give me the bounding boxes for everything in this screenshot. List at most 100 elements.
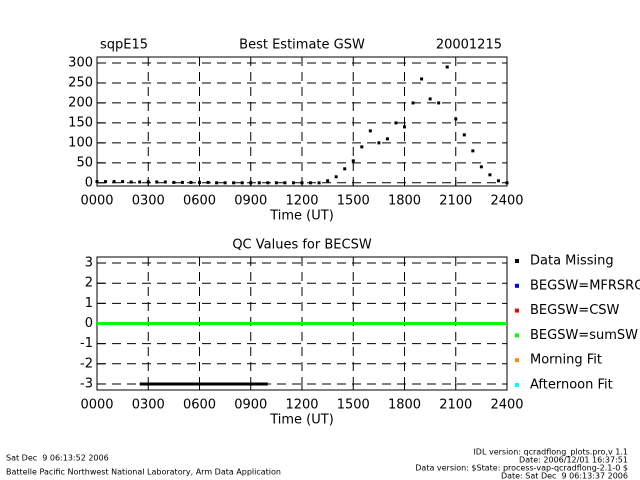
data-point [360, 145, 364, 149]
x-tick-label: 2100 [439, 398, 472, 413]
data-point [121, 180, 125, 184]
data-point [403, 125, 406, 129]
plot-frame [96, 56, 508, 187]
y-tick-label: 0 [85, 175, 93, 190]
y-tick-label: -2 [80, 356, 93, 371]
legend-label: BEGSW=sumSW [530, 328, 638, 343]
legend-marker [515, 259, 519, 263]
legend-label: Afternoon Fit [530, 378, 613, 393]
footer-text: Date: Sat Dec 9 06:13:37 2006 [501, 472, 628, 480]
y-tick-label: 250 [68, 75, 93, 90]
x-tick-label: 2400 [490, 398, 523, 413]
y-tick-label: -1 [80, 336, 93, 351]
data-point [343, 167, 347, 171]
x-tick-label: 0000 [80, 194, 113, 209]
x-tick-label: 0900 [234, 194, 267, 209]
data-point [385, 137, 389, 141]
data-point [488, 173, 492, 177]
x-tick-label: 1200 [285, 398, 318, 413]
site-label: sqpE15 [100, 38, 148, 53]
data-point [496, 179, 500, 183]
data-point [377, 141, 381, 145]
x-axis-label: Time (UT) [269, 209, 334, 224]
data-point [462, 133, 466, 137]
data-point [95, 180, 99, 184]
x-tick-label: 0900 [234, 398, 267, 413]
data-point [138, 180, 142, 184]
legend-label: Morning Fit [530, 353, 602, 368]
data-point [249, 181, 253, 185]
footer-text: Sat Dec 9 06:13:52 2006 [6, 454, 109, 463]
y-tick-label: 0 [85, 316, 93, 331]
y-tick-label: 200 [68, 95, 93, 110]
data-point [291, 181, 295, 185]
data-point [283, 181, 287, 185]
data-point [420, 77, 424, 81]
legend-marker [515, 283, 519, 288]
y-tick-label: 300 [68, 55, 93, 70]
data-point [471, 149, 475, 153]
x-tick-label: 0000 [80, 398, 113, 413]
data-point [146, 180, 150, 184]
data-point [309, 181, 313, 185]
data-point [223, 181, 227, 185]
data-point [317, 181, 321, 185]
data-point [189, 180, 193, 184]
x-tick-label: 1800 [388, 194, 421, 209]
legend-label: Data Missing [530, 254, 614, 269]
y-tick-label: -3 [80, 376, 93, 391]
x-tick-label: 1500 [337, 194, 370, 209]
data-point [232, 181, 236, 185]
y-tick-label: 3 [85, 256, 93, 271]
x-tick-label: 0600 [183, 194, 216, 209]
data-point [112, 180, 116, 184]
data-point [454, 117, 458, 121]
footer-text: Date: 2006/12/01 16:37:51 [519, 456, 628, 465]
footer-text: IDL version: qcradflong_plots.pro,v 1.1 [473, 448, 628, 457]
legend-marker [515, 308, 519, 313]
data-point [394, 121, 398, 125]
y-tick-label: 100 [68, 135, 93, 150]
data-point [155, 180, 159, 184]
data-point [240, 181, 244, 185]
y-tick-label: 150 [68, 115, 93, 130]
data-point [326, 179, 330, 183]
data-point [411, 101, 415, 105]
x-tick-label: 0600 [183, 398, 216, 413]
data-point [180, 180, 184, 184]
data-point [129, 180, 133, 184]
footer-text: Data version: $State: process-vap-qcradf… [415, 464, 628, 473]
data-point [351, 159, 355, 163]
x-tick-label: 2100 [439, 194, 472, 209]
data-point [479, 165, 483, 169]
data-point [300, 181, 304, 185]
data-point [257, 181, 261, 185]
data-point [163, 180, 167, 184]
x-axis-label: Time (UT) [269, 413, 334, 428]
data-point [437, 101, 441, 105]
data-point [104, 180, 108, 184]
date-label: 20001215 [436, 38, 502, 53]
legend-label: BEGSW=CSW [530, 303, 620, 318]
x-tick-label: 2400 [490, 194, 523, 209]
y-tick-label: 1 [85, 296, 93, 311]
data-point [334, 175, 338, 179]
data-point [274, 181, 278, 185]
x-tick-label: 1800 [388, 398, 421, 413]
footer-text: Battelle Pacific Northwest National Labo… [6, 468, 281, 477]
data-point [172, 180, 176, 184]
x-tick-label: 1200 [285, 194, 318, 209]
data-point [198, 180, 201, 184]
data-point [266, 181, 270, 185]
data-point [445, 65, 449, 69]
data-point [368, 129, 372, 133]
y-tick-label: 2 [85, 276, 93, 291]
data-point [505, 181, 509, 185]
chart-title: QC Values for BECSW [232, 238, 372, 253]
legend-marker [515, 383, 519, 387]
data-point [206, 180, 210, 184]
legend-marker [515, 358, 519, 363]
y-tick-label: 50 [76, 155, 93, 170]
legend-marker [515, 333, 519, 338]
